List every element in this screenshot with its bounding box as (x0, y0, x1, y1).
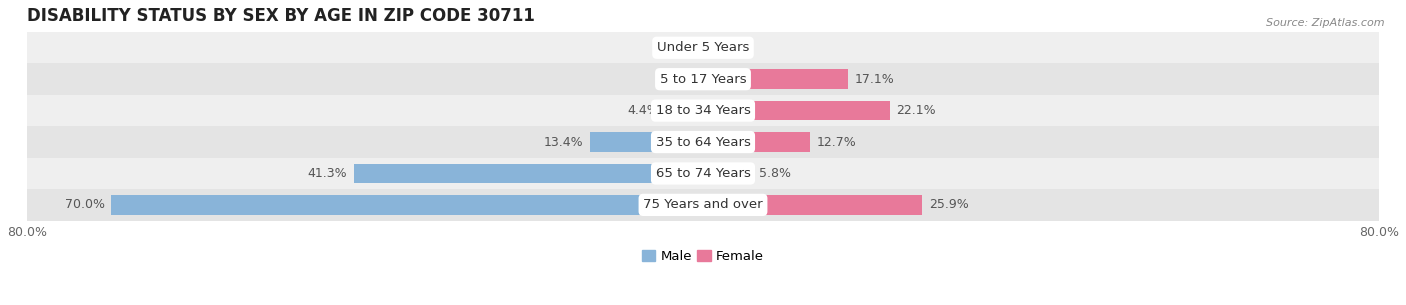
Text: 75 Years and over: 75 Years and over (643, 198, 763, 211)
FancyBboxPatch shape (27, 126, 1379, 158)
Text: 65 to 74 Years: 65 to 74 Years (655, 167, 751, 180)
Bar (354, 164, 703, 183)
Text: 70.0%: 70.0% (65, 198, 104, 211)
FancyBboxPatch shape (27, 158, 1379, 189)
Text: 5.8%: 5.8% (759, 167, 790, 180)
Text: DISABILITY STATUS BY SEX BY AGE IN ZIP CODE 30711: DISABILITY STATUS BY SEX BY AGE IN ZIP C… (27, 7, 534, 25)
Bar (703, 195, 922, 215)
Text: Under 5 Years: Under 5 Years (657, 41, 749, 54)
Text: 41.3%: 41.3% (308, 167, 347, 180)
FancyBboxPatch shape (27, 189, 1379, 221)
Text: 0.0%: 0.0% (658, 41, 690, 54)
Bar (703, 132, 810, 152)
Bar (111, 195, 703, 215)
Bar (703, 101, 890, 120)
Text: 25.9%: 25.9% (928, 198, 969, 211)
Text: 4.4%: 4.4% (627, 104, 659, 117)
Text: 5 to 17 Years: 5 to 17 Years (659, 73, 747, 86)
Text: 0.0%: 0.0% (716, 41, 748, 54)
FancyBboxPatch shape (27, 32, 1379, 63)
Text: 18 to 34 Years: 18 to 34 Years (655, 104, 751, 117)
Bar (703, 70, 848, 89)
Bar (703, 164, 752, 183)
Text: 17.1%: 17.1% (855, 73, 894, 86)
Bar (589, 132, 703, 152)
FancyBboxPatch shape (27, 63, 1379, 95)
Legend: Male, Female: Male, Female (638, 246, 768, 267)
FancyBboxPatch shape (27, 95, 1379, 126)
Text: 0.0%: 0.0% (658, 73, 690, 86)
Text: 35 to 64 Years: 35 to 64 Years (655, 135, 751, 149)
Text: 22.1%: 22.1% (897, 104, 936, 117)
Text: Source: ZipAtlas.com: Source: ZipAtlas.com (1267, 18, 1385, 28)
Text: 13.4%: 13.4% (543, 135, 583, 149)
Text: 12.7%: 12.7% (817, 135, 856, 149)
Bar (666, 101, 703, 120)
